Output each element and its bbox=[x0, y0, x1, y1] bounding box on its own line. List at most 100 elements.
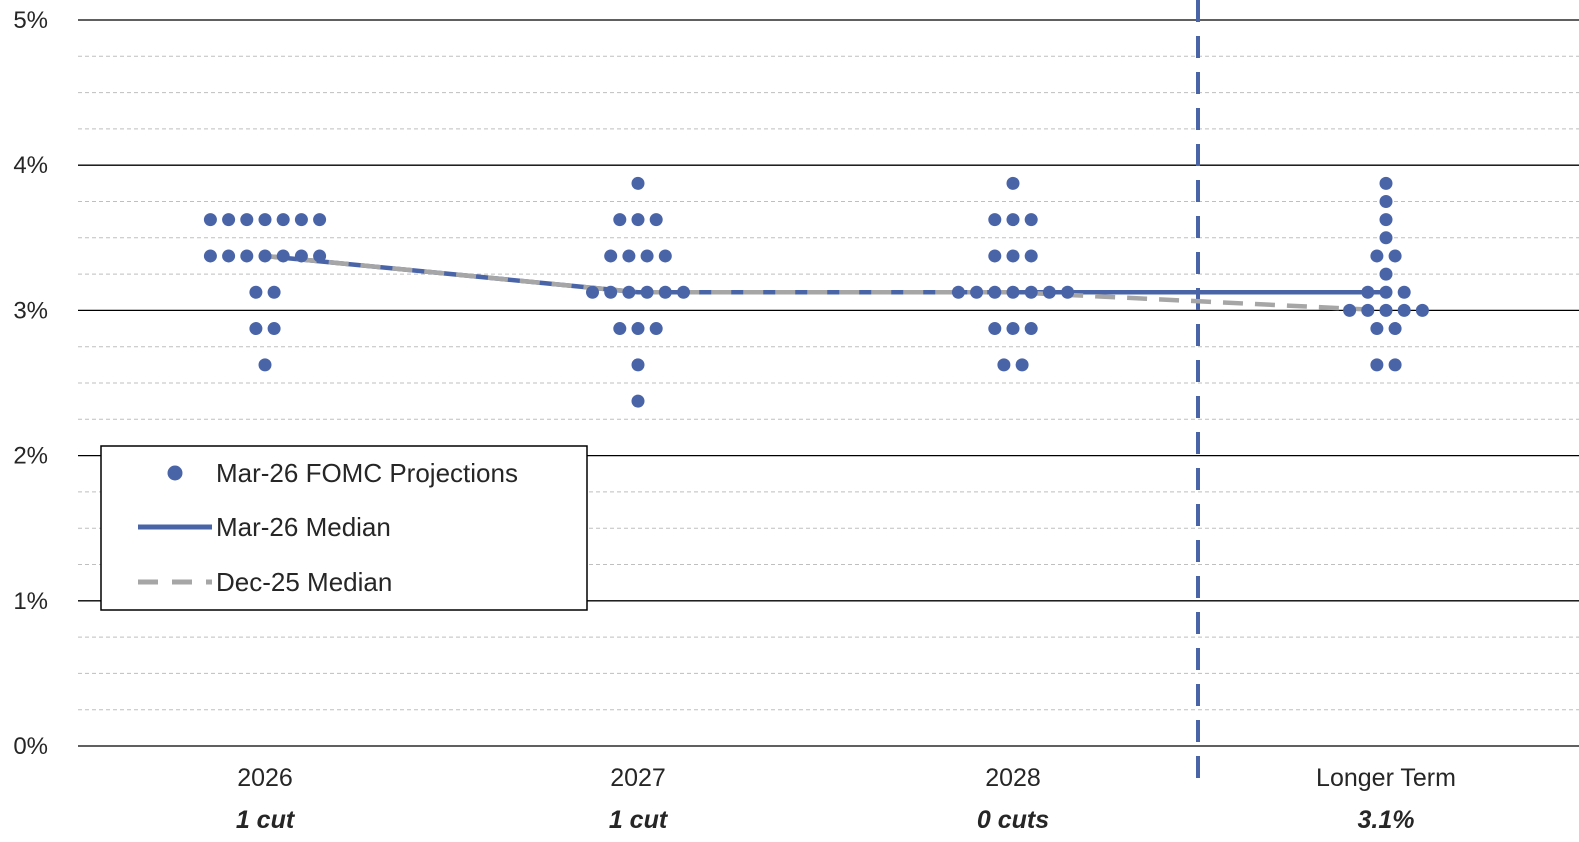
projection-dot bbox=[1006, 322, 1020, 336]
projection-dot bbox=[249, 322, 263, 336]
projection-dot bbox=[258, 213, 272, 227]
projection-dot bbox=[1370, 322, 1384, 336]
y-axis-ticks: 0% 1% 2% 3% 4% 5% bbox=[13, 7, 48, 760]
projection-dot bbox=[267, 322, 281, 336]
y-tick-label: 4% bbox=[13, 152, 48, 179]
projection-dot bbox=[604, 285, 618, 299]
projection-dot bbox=[1415, 303, 1429, 317]
y-tick-label: 3% bbox=[13, 297, 48, 324]
projection-dot bbox=[1370, 249, 1384, 263]
projection-dot bbox=[1006, 285, 1020, 299]
projection-dot bbox=[649, 322, 663, 336]
legend-label-dec-median: Dec-25 Median bbox=[216, 567, 392, 597]
projection-dot bbox=[240, 213, 254, 227]
projection-dot bbox=[988, 322, 1002, 336]
projection-dots bbox=[203, 176, 1429, 408]
projection-dot bbox=[258, 358, 272, 372]
legend-dot-marker bbox=[167, 465, 183, 481]
projection-dot bbox=[1379, 285, 1393, 299]
projection-dot bbox=[970, 285, 984, 299]
x-category-note: 1 cut bbox=[609, 806, 669, 834]
x-axis-categories: 2026 1 cut 2027 1 cut 2028 0 cuts Longer Term 3… bbox=[236, 764, 1456, 834]
projection-dot bbox=[313, 213, 327, 227]
legend-label-projections: Mar-26 FOMC Projections bbox=[216, 458, 518, 488]
projection-dot bbox=[249, 285, 263, 299]
y-tick-label: 2% bbox=[13, 443, 48, 470]
legend-label-mar-median: Mar-26 Median bbox=[216, 512, 391, 542]
projection-dot bbox=[649, 213, 663, 227]
projection-dot bbox=[586, 285, 599, 299]
projection-dot bbox=[276, 249, 290, 263]
x-category-note: 0 cuts bbox=[977, 806, 1049, 834]
projection-dot bbox=[222, 213, 236, 227]
projection-dot bbox=[1388, 358, 1402, 372]
projection-dot bbox=[1397, 303, 1411, 317]
projection-dot bbox=[1006, 213, 1020, 227]
projection-dot bbox=[631, 322, 645, 336]
x-category-label: 2027 bbox=[610, 764, 666, 792]
projection-dot bbox=[1370, 358, 1384, 372]
projection-dot bbox=[613, 213, 627, 227]
projection-dot bbox=[1379, 213, 1393, 227]
projection-dot bbox=[631, 358, 645, 372]
projection-dot bbox=[640, 249, 654, 263]
legend: Mar-26 FOMC Projections Mar-26 Median De… bbox=[100, 445, 588, 611]
projection-dot bbox=[658, 249, 672, 263]
projection-dot bbox=[1361, 285, 1375, 299]
projection-dot bbox=[1024, 322, 1038, 336]
projection-dot bbox=[276, 213, 290, 227]
median-lines bbox=[264, 253, 1387, 313]
projection-dot bbox=[997, 358, 1011, 372]
projection-dot bbox=[622, 249, 636, 263]
projection-dot bbox=[1379, 231, 1393, 245]
projection-dot bbox=[622, 285, 636, 299]
projection-dot bbox=[1024, 285, 1038, 299]
projection-dot bbox=[1379, 303, 1393, 317]
x-category-label: 2028 bbox=[985, 764, 1041, 792]
x-category-label: 2026 bbox=[237, 764, 293, 792]
x-category-note: 1 cut bbox=[236, 806, 296, 834]
projection-dot bbox=[1397, 285, 1411, 299]
projection-dot bbox=[267, 285, 281, 299]
projection-dot bbox=[677, 285, 690, 299]
projection-dot bbox=[258, 249, 272, 263]
projection-dot bbox=[1379, 267, 1393, 281]
projection-dot bbox=[1379, 195, 1393, 208]
projection-dot bbox=[640, 285, 654, 299]
projection-dot bbox=[604, 249, 618, 263]
dec-25-median-line bbox=[264, 253, 1387, 313]
projection-dot bbox=[1361, 303, 1375, 317]
projection-dot bbox=[658, 285, 672, 299]
projection-dot bbox=[240, 249, 254, 263]
projection-dot bbox=[294, 213, 308, 227]
x-category-note: 3.1% bbox=[1358, 806, 1415, 834]
projection-dot bbox=[631, 176, 645, 190]
projection-dot bbox=[988, 213, 1002, 227]
grid bbox=[78, 19, 1579, 747]
projection-dot bbox=[203, 213, 217, 227]
projection-dot bbox=[1388, 322, 1402, 336]
projection-dot bbox=[988, 285, 1002, 299]
y-tick-label: 0% bbox=[13, 733, 48, 760]
projection-dot bbox=[1042, 285, 1056, 299]
projection-dot bbox=[1024, 249, 1038, 263]
projection-dot bbox=[951, 285, 965, 299]
projection-dot bbox=[313, 249, 327, 263]
projection-dot bbox=[1015, 358, 1029, 372]
projection-dot bbox=[631, 394, 645, 408]
projection-dot bbox=[1061, 285, 1075, 299]
projection-dot bbox=[1388, 249, 1402, 263]
projection-dot bbox=[1024, 213, 1038, 227]
projection-dot bbox=[1379, 176, 1393, 190]
projection-dot bbox=[222, 249, 236, 263]
projection-dot bbox=[1006, 176, 1020, 190]
projection-dot bbox=[203, 249, 217, 263]
projection-dot bbox=[613, 322, 627, 336]
y-tick-label: 5% bbox=[13, 7, 48, 34]
projection-dot bbox=[1006, 249, 1020, 263]
x-category-label: Longer Term bbox=[1316, 764, 1456, 792]
projection-dot bbox=[1343, 303, 1357, 317]
projection-dot bbox=[988, 249, 1002, 263]
y-tick-label: 1% bbox=[13, 588, 48, 615]
